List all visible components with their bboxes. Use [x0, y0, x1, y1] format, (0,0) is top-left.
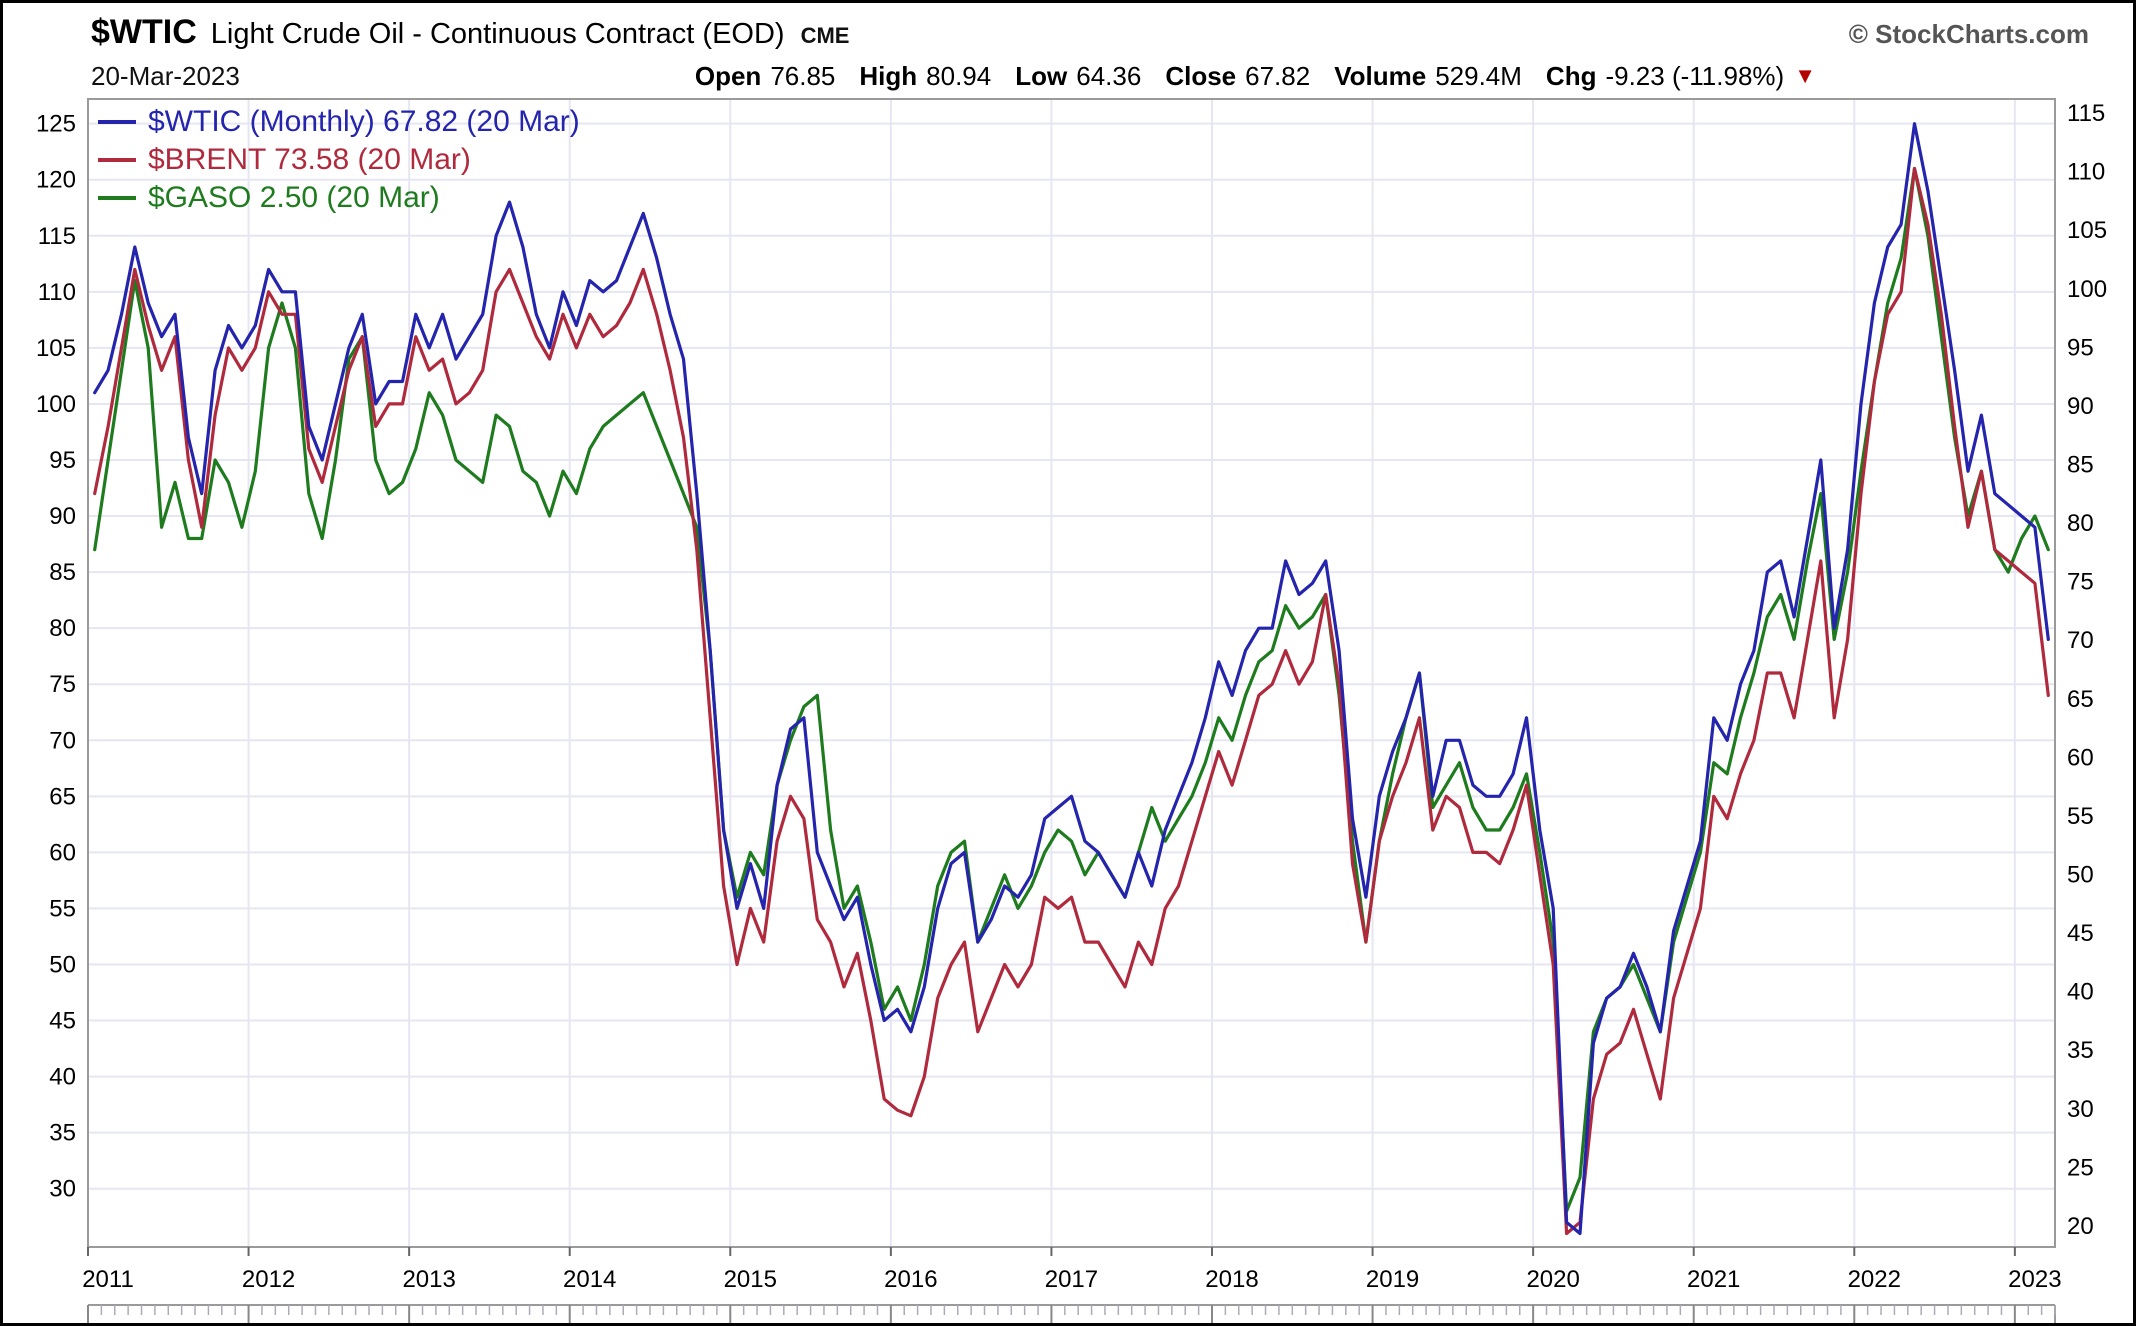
svg-text:90: 90: [2067, 393, 2094, 420]
high-label: High: [859, 61, 918, 91]
svg-text:90: 90: [49, 503, 76, 530]
svg-text:2021: 2021: [1687, 1266, 1740, 1293]
change-value: -9.23 (-11.98%): [1605, 61, 1785, 91]
svg-text:2016: 2016: [884, 1266, 937, 1293]
svg-text:25: 25: [2067, 1154, 2094, 1181]
change-label: Chg: [1545, 61, 1597, 91]
change-down-triangle-icon: ▼: [1794, 63, 1816, 88]
low-value: 64.36: [1076, 61, 1142, 91]
svg-text:75: 75: [49, 671, 76, 698]
stockcharts-branding: © StockCharts.com: [1848, 19, 2089, 49]
wtic-line-swatch-icon: [98, 120, 136, 124]
svg-text:80: 80: [2067, 510, 2094, 537]
svg-text:100: 100: [2067, 276, 2107, 303]
svg-text:100: 100: [36, 391, 76, 418]
symbol: $WTIC: [91, 13, 197, 51]
legend-label-gaso: $GASO 2.50 (20 Mar): [148, 181, 440, 214]
svg-text:105: 105: [2067, 217, 2107, 244]
legend-item-brent: $BRENT 73.58 (20 Mar): [98, 141, 580, 179]
legend-label-brent: $BRENT 73.58 (20 Mar): [148, 143, 471, 176]
svg-text:85: 85: [2067, 451, 2094, 478]
svg-text:35: 35: [49, 1120, 76, 1147]
svg-text:50: 50: [49, 951, 76, 978]
brent-line-swatch-icon: [98, 158, 136, 162]
svg-text:95: 95: [49, 447, 76, 474]
page-title: Light Crude Oil - Continuous Contract (E…: [210, 18, 785, 50]
svg-text:30: 30: [49, 1176, 76, 1203]
svg-text:2022: 2022: [1848, 1266, 1901, 1293]
svg-text:2012: 2012: [242, 1266, 295, 1293]
svg-text:110: 110: [2067, 159, 2105, 186]
chart-date: 20-Mar-2023: [91, 61, 240, 91]
legend-item-wtic: $WTIC (Monthly) 67.82 (20 Mar): [98, 103, 580, 141]
svg-text:50: 50: [2067, 861, 2094, 888]
svg-text:95: 95: [2067, 334, 2094, 361]
svg-text:2017: 2017: [1045, 1266, 1098, 1293]
svg-text:35: 35: [2067, 1037, 2094, 1064]
svg-text:60: 60: [49, 839, 76, 866]
svg-text:55: 55: [49, 895, 76, 922]
svg-text:65: 65: [49, 783, 76, 810]
svg-text:60: 60: [2067, 744, 2094, 771]
high-value: 80.94: [926, 61, 992, 91]
svg-text:120: 120: [36, 167, 76, 194]
svg-text:110: 110: [38, 279, 76, 306]
close-label: Close: [1165, 61, 1237, 91]
svg-text:2011: 2011: [82, 1266, 134, 1293]
svg-text:70: 70: [2067, 627, 2094, 654]
svg-text:2015: 2015: [724, 1266, 777, 1293]
volume-label: Volume: [1334, 61, 1427, 91]
svg-text:115: 115: [38, 223, 76, 250]
legend-item-gaso: $GASO 2.50 (20 Mar): [98, 179, 580, 217]
close-value: 67.82: [1245, 61, 1311, 91]
svg-text:65: 65: [2067, 686, 2094, 713]
open-value: 76.85: [770, 61, 836, 91]
svg-text:2014: 2014: [563, 1266, 616, 1293]
open-label: Open: [694, 61, 762, 91]
svg-text:2013: 2013: [402, 1266, 455, 1293]
quote-row: 20-Mar-2023 Open 76.85 High 80.94 Low 64…: [3, 61, 2133, 92]
svg-text:75: 75: [2067, 569, 2094, 596]
svg-text:80: 80: [49, 615, 76, 642]
chart-legend: $WTIC (Monthly) 67.82 (20 Mar) $BRENT 73…: [98, 103, 580, 217]
svg-text:55: 55: [2067, 803, 2094, 830]
svg-text:40: 40: [2067, 979, 2094, 1006]
svg-text:2019: 2019: [1366, 1266, 1419, 1293]
exchange-label: CME: [800, 23, 850, 48]
svg-text:2023: 2023: [2008, 1266, 2061, 1293]
svg-text:2018: 2018: [1205, 1266, 1258, 1293]
svg-text:125: 125: [36, 111, 76, 138]
gaso-line-swatch-icon: [98, 196, 136, 200]
volume-value: 529.4M: [1435, 61, 1522, 91]
svg-text:70: 70: [49, 727, 76, 754]
svg-text:105: 105: [36, 335, 76, 362]
svg-text:2020: 2020: [1526, 1266, 1579, 1293]
chart-header: $WTIC Light Crude Oil - Continuous Contr…: [3, 13, 2133, 52]
price-chart: 125 120 115 110 105 100 95 90 85 80 75 70 65 60 55 50 45…: [36, 98, 2107, 1323]
svg-text:115: 115: [2067, 100, 2105, 127]
ohlc-quote-line: Open 76.85 High 80.94 Low 64.36 Close 67…: [695, 61, 1816, 92]
svg-text:45: 45: [49, 1008, 76, 1035]
svg-text:45: 45: [2067, 920, 2094, 947]
svg-text:20: 20: [2067, 1213, 2094, 1240]
svg-text:30: 30: [2067, 1096, 2094, 1123]
legend-label-wtic: $WTIC (Monthly) 67.82 (20 Mar): [148, 105, 580, 138]
low-label: Low: [1015, 61, 1068, 91]
svg-text:40: 40: [49, 1064, 76, 1091]
svg-text:85: 85: [49, 559, 76, 586]
